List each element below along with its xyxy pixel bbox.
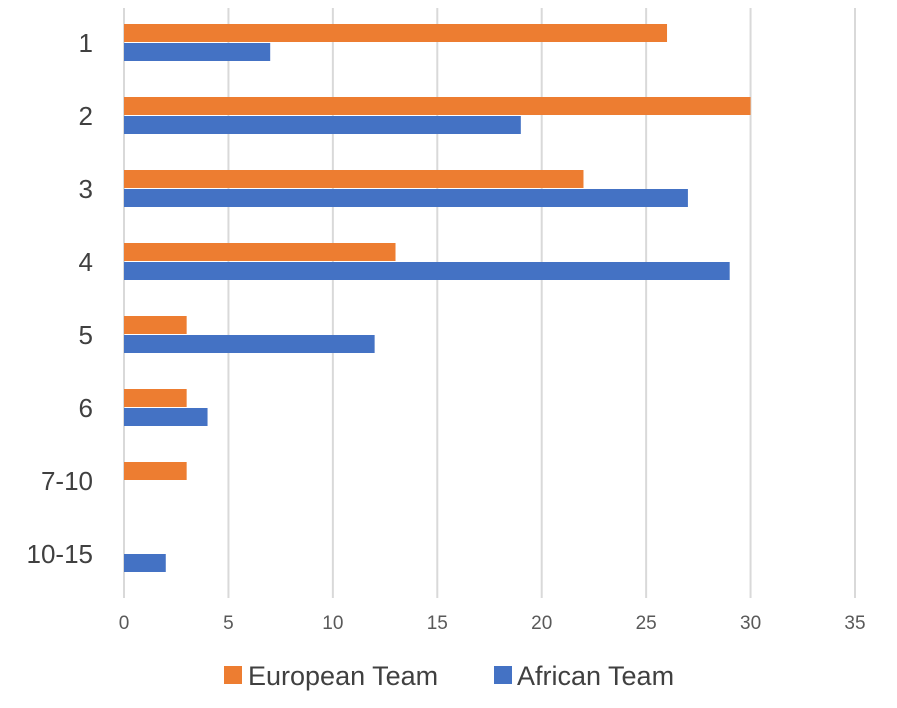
- x-tick-label: 0: [119, 613, 130, 634]
- x-tick-label: 15: [427, 613, 448, 634]
- x-tick-label: 10: [322, 613, 343, 634]
- gridlines: [123, 8, 856, 598]
- african-team-bar-2: [124, 116, 521, 134]
- legend-swatch: [224, 666, 242, 684]
- african-team-bar-1: [124, 43, 271, 61]
- legend-swatch: [494, 666, 512, 684]
- european-team-bar-1: [124, 24, 668, 42]
- category-label: 1: [79, 28, 93, 58]
- x-tick-label: 35: [844, 613, 865, 634]
- x-tick-label: 5: [223, 613, 234, 634]
- european-team-bar-3: [124, 170, 584, 188]
- european-team-bar-4: [124, 243, 396, 261]
- category-label: 7-10: [41, 466, 93, 496]
- category-label: 6: [79, 393, 93, 423]
- legend-item-european-team: European Team: [224, 661, 438, 691]
- african-team-bar-4: [124, 262, 730, 280]
- category-label: 4: [79, 247, 93, 277]
- x-tick-label: 25: [636, 613, 657, 634]
- european-team-bar-5: [124, 316, 187, 334]
- category-label: 10-15: [27, 539, 94, 569]
- x-tick-label: 20: [531, 613, 552, 634]
- category-label: 5: [79, 320, 93, 350]
- european-team-bar-6: [124, 389, 187, 407]
- european-team-bar-7-10: [124, 462, 187, 480]
- legend-label: African Team: [517, 661, 674, 691]
- x-tick-label: 30: [740, 613, 761, 634]
- european-team-bar-2: [124, 97, 751, 115]
- category-label: 3: [79, 174, 93, 204]
- african-team-bar-10-15: [124, 554, 166, 572]
- category-labels: 1 2 3 4 5 6 7-10 10-15: [27, 28, 94, 569]
- african-team-bar-3: [124, 189, 688, 207]
- african-team-bar-5: [124, 335, 375, 353]
- category-label: 2: [79, 101, 93, 131]
- african-team-bar-6: [124, 408, 208, 426]
- legend-item-african-team: African Team: [494, 661, 674, 691]
- x-axis-tick-labels: 0 5 10 15 20 25 30 35: [119, 613, 866, 634]
- bars: [124, 24, 751, 572]
- legend-label: European Team: [248, 661, 438, 691]
- legend: European Team African Team: [224, 661, 674, 691]
